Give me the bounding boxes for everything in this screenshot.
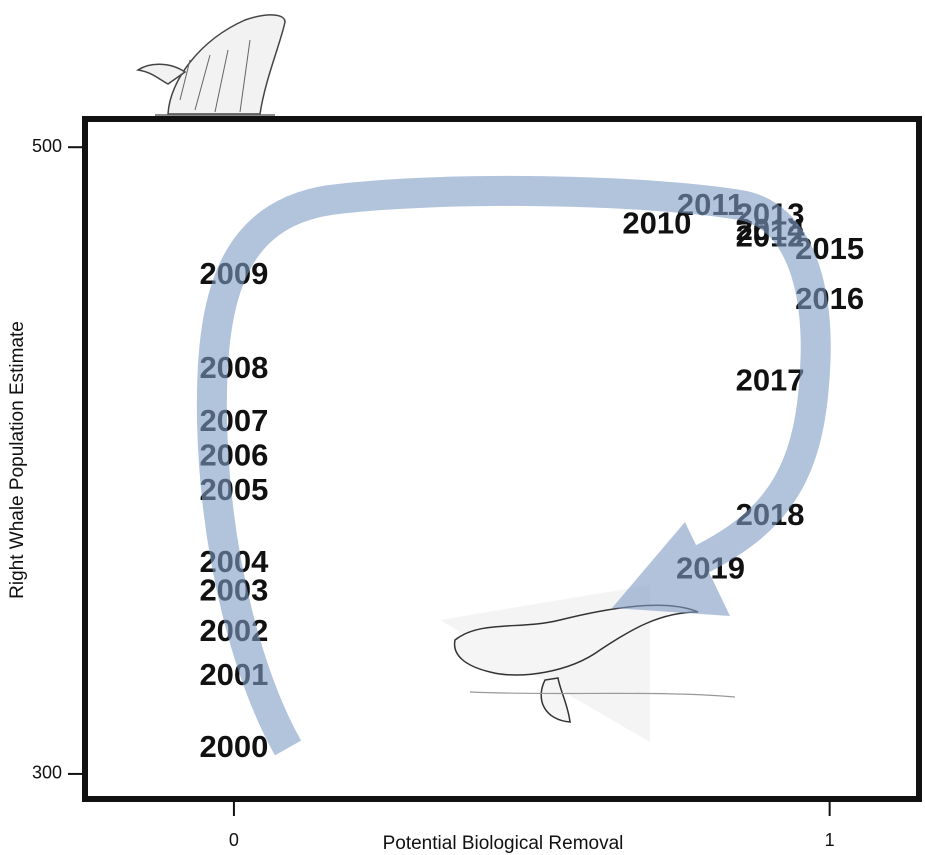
y-axis-title: Right Whale Population Estimate — [7, 321, 28, 599]
y-tick-label: 300 — [32, 763, 62, 783]
whale-illustration — [138, 15, 285, 115]
chart: Potential Biological Removal Right Whale… — [0, 0, 925, 855]
year-label: 2017 — [736, 362, 805, 397]
y-tick-label: 500 — [32, 136, 62, 156]
page: {"chart_data": {"type": "scatter", "x_la… — [0, 0, 925, 855]
x-tick-label: 1 — [825, 830, 835, 850]
x-axis-title: Potential Biological Removal — [383, 833, 624, 854]
year-label: 2000 — [199, 729, 268, 764]
x-tick-label: 0 — [229, 830, 239, 850]
